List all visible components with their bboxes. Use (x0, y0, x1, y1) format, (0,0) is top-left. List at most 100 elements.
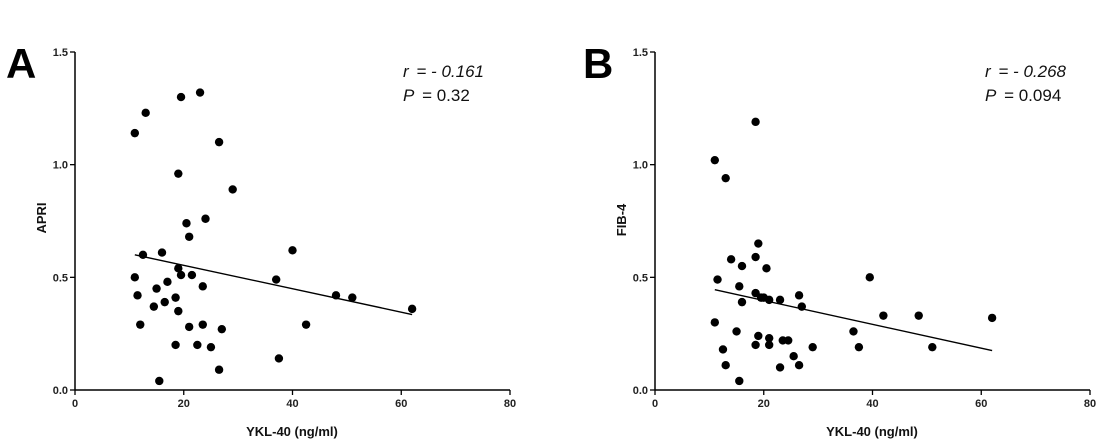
x-tick-label-a: 0 (72, 398, 78, 410)
data-point-b (754, 331, 763, 341)
svg-text:r = - 0.268: r = - 0.268 (985, 62, 1067, 81)
data-point-a (141, 108, 150, 118)
data-point-a (171, 340, 180, 350)
data-point-b (789, 352, 798, 361)
x-tick-label-b: 40 (866, 398, 878, 410)
data-point-b (710, 155, 720, 165)
stat-p-value-b: = 0.094 (1004, 86, 1061, 105)
data-point-a (171, 293, 180, 302)
svg-text:P = 0.094: P = 0.094 (985, 86, 1061, 105)
x-tick-label-a: 60 (395, 398, 407, 410)
data-point-a (174, 306, 183, 316)
stat-p-label-b: P (985, 86, 997, 105)
data-point-a (198, 282, 207, 291)
data-point-a (187, 270, 197, 280)
plot-area-b: 0.0 0.5 1.0 1.5 0 20 40 60 80 (633, 47, 1096, 410)
data-point-b (751, 252, 760, 262)
data-point-b (849, 327, 858, 336)
data-point-b (764, 333, 774, 343)
data-point-a (193, 340, 202, 350)
data-point-b (718, 345, 728, 354)
panel-letter-a: A (6, 40, 36, 87)
svg-text:r = - 0.161: r = - 0.161 (403, 62, 484, 81)
y-tick-label-b: 0.0 (633, 385, 648, 397)
y-tick-label-b: 1.5 (633, 47, 648, 59)
data-point-b (865, 273, 874, 282)
data-point-b (735, 282, 744, 291)
data-point-a (301, 320, 311, 329)
data-point-a (206, 342, 216, 352)
data-point-b (879, 311, 888, 320)
data-point-a (271, 275, 281, 284)
data-point-a (157, 248, 167, 257)
data-point-a (155, 376, 164, 386)
stat-r-value-a: = - 0.161 (416, 62, 484, 81)
data-point-b (721, 173, 730, 183)
data-point-a (182, 219, 191, 228)
data-point-a (228, 185, 237, 194)
x-tick-label-a: 20 (178, 398, 190, 410)
x-axis-label-b: YKL-40 (ng/ml) (826, 424, 918, 439)
data-point-b (726, 255, 736, 264)
data-point-b (762, 264, 771, 273)
stat-r-label-b: r (985, 62, 992, 81)
stat-p-label-a: P (403, 86, 415, 105)
x-axis-label-a: YKL-40 (ng/ml) (246, 424, 338, 439)
data-point-b (854, 342, 864, 352)
data-point-a (130, 128, 140, 138)
data-point-a (184, 232, 194, 241)
stats-annotation-a: r = - 0.161 P = 0.32 (403, 62, 484, 105)
data-point-a (214, 365, 224, 374)
data-point-a (217, 324, 227, 334)
panel-b: B FIB-4 YKL-40 (ng/ml) r = - 0.268 P = 0… (583, 40, 1096, 439)
data-point-a (288, 246, 297, 255)
x-tick-label-b: 80 (1084, 398, 1096, 410)
y-tick-label-a: 0.5 (53, 272, 68, 284)
y-axis-label-a: APRI (34, 202, 49, 233)
data-point-b (737, 261, 747, 271)
data-point-a (160, 297, 169, 307)
data-point-b (775, 363, 785, 372)
data-point-b (775, 295, 785, 305)
data-point-a (149, 302, 159, 311)
data-point-a (407, 304, 417, 314)
y-axis-label-b: FIB-4 (614, 203, 629, 236)
data-point-a (176, 92, 186, 102)
data-point-b (710, 318, 720, 327)
data-point-b (784, 336, 793, 345)
plot-area-a: 0.0 0.5 1.0 1.5 0 20 40 60 80 (53, 47, 516, 410)
data-point-a (174, 264, 183, 273)
data-point-a (348, 293, 357, 302)
data-point-b (713, 275, 722, 284)
data-point-b (721, 361, 730, 370)
svg-text:P = 0.32: P = 0.32 (403, 86, 470, 105)
data-point-b (808, 342, 817, 352)
stat-r-label-a: r (403, 62, 410, 81)
stats-annotation-b: r = - 0.268 P = 0.094 (985, 62, 1067, 105)
regression-line-a (134, 254, 413, 316)
data-point-a (331, 291, 341, 300)
data-point-b (794, 291, 804, 300)
data-point-a (176, 270, 186, 280)
data-point-a (174, 169, 183, 178)
data-point-a (214, 137, 224, 147)
data-point-b (751, 340, 760, 350)
y-tick-label-a: 1.5 (53, 47, 68, 59)
data-point-b (928, 342, 937, 352)
data-point-a (201, 214, 210, 223)
data-point-b (732, 327, 741, 336)
panel-a: A APRI YKL-40 (ng/ml) r = - 0.161 P = 0.… (6, 40, 516, 439)
data-point-a (195, 88, 205, 97)
data-point-b (759, 293, 768, 302)
x-tick-label-a: 40 (286, 398, 298, 410)
data-point-a (274, 354, 284, 363)
data-point-a (184, 322, 194, 332)
data-point-a (133, 291, 142, 300)
x-tick-label-a: 80 (504, 398, 516, 410)
data-point-b (794, 361, 804, 370)
y-tick-label-a: 1.0 (53, 160, 68, 172)
x-tick-label-b: 20 (758, 398, 770, 410)
stat-r-value-b: = - 0.268 (998, 62, 1066, 81)
data-point-a (163, 277, 172, 287)
